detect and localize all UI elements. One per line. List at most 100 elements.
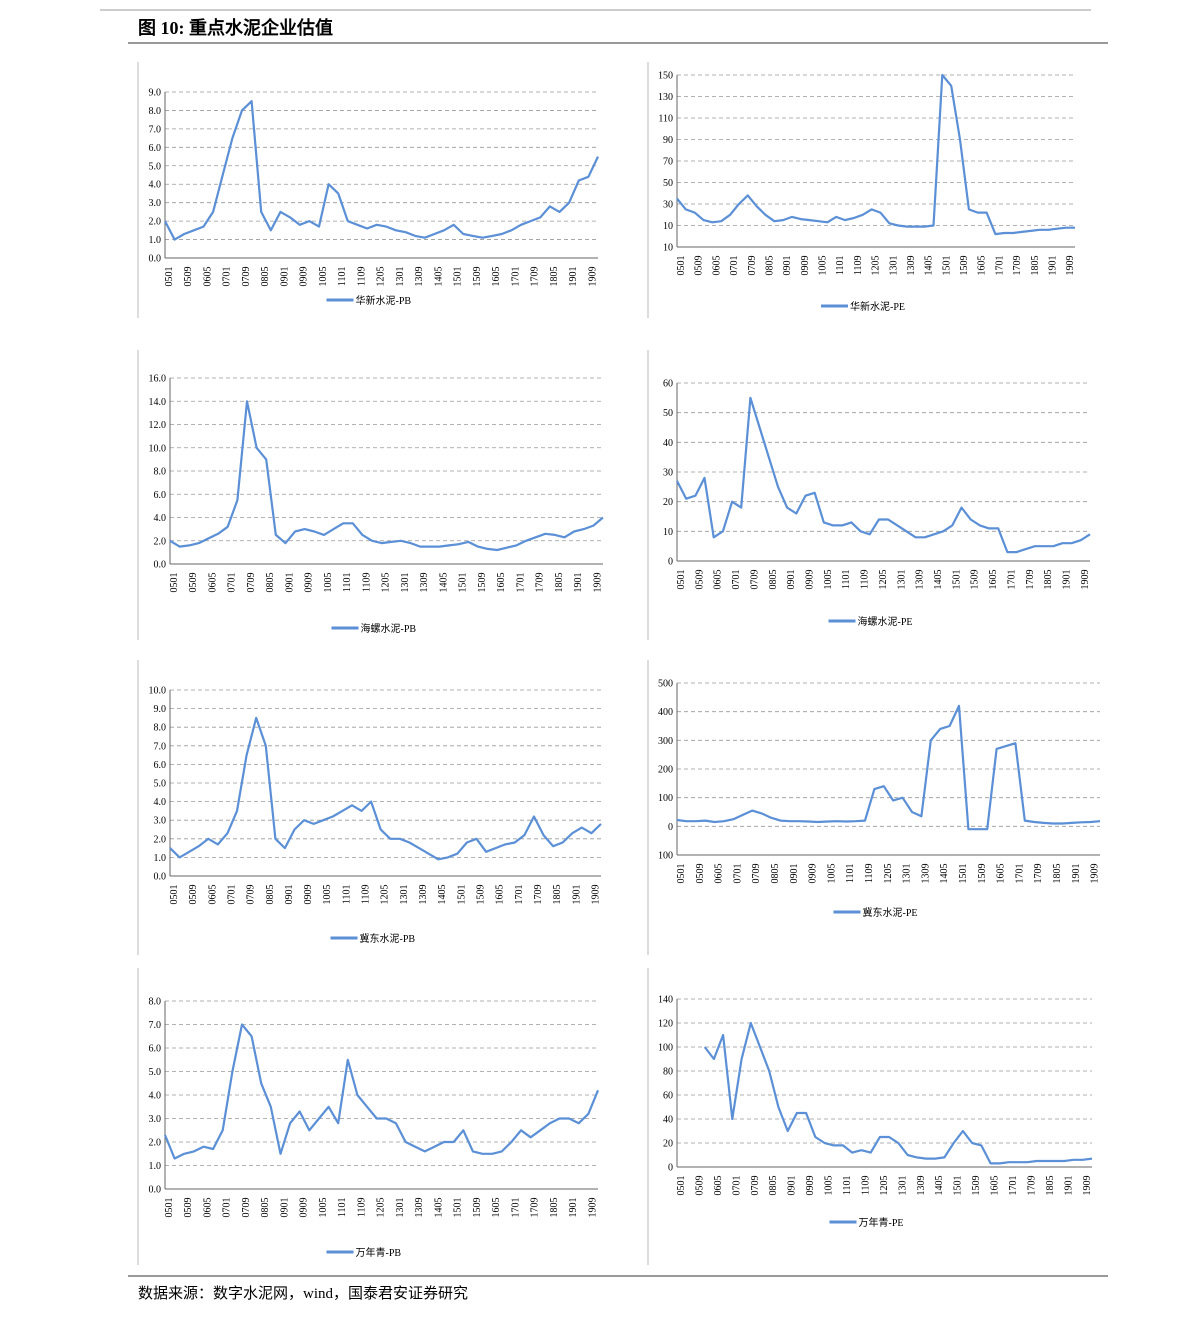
- x-tick-label: 0605: [713, 570, 724, 590]
- y-tick-label: 1.0: [149, 1161, 162, 1172]
- x-tick-label: 1101: [842, 1176, 853, 1196]
- y-tick-label: 8.0: [149, 997, 162, 1008]
- y-tick-label: 100: [658, 1043, 673, 1054]
- x-tick-label: 1405: [924, 256, 935, 276]
- x-tick-label: 1701: [994, 256, 1005, 276]
- line-chart: 0 20 40 60 80 100 120 140 0501 0509 0605 0701 0709 08…: [647, 968, 1093, 1265]
- x-tick-label: 1301: [902, 864, 913, 884]
- x-tick-label: 0509: [694, 1176, 705, 1196]
- x-tick-label: 0901: [782, 256, 793, 276]
- x-tick-label: 0709: [241, 1198, 252, 1218]
- x-tick-label: 1005: [823, 570, 834, 590]
- legend-label: 万年青-PB: [356, 1246, 402, 1259]
- x-tick-label: 0909: [805, 1176, 816, 1196]
- x-tick-label: 1909: [1080, 570, 1091, 590]
- line-chart: 0.0 1.0 2.0 3.0 4.0 5.0 6.0 7.0 8.0 0501 0509 0605 0…: [137, 968, 600, 1265]
- y-tick-label: 5.0: [149, 161, 162, 172]
- x-tick-label: 0605: [713, 1176, 724, 1196]
- y-tick-label: 8.0: [154, 723, 167, 734]
- legend-label: 海螺水泥-PE: [858, 615, 913, 628]
- x-tick-label: 0901: [284, 573, 295, 593]
- x-tick-label: 1709: [1033, 864, 1044, 884]
- y-tick-label: 10: [663, 527, 673, 538]
- line-chart: 0.0 1.0 2.0 3.0 4.0 5.0 6.0 7.0 8.0 9.0 10.0 0501 05…: [137, 660, 602, 955]
- y-tick-label: 2.0: [149, 217, 162, 228]
- x-tick-label: 1301: [897, 1176, 908, 1196]
- y-tick-label: 130: [658, 92, 673, 103]
- y-tick-label: 3.0: [149, 198, 162, 209]
- y-tick-label: 6.0: [154, 490, 167, 501]
- x-tick-label: 0901: [789, 864, 800, 884]
- x-tick-label: 1605: [996, 864, 1007, 884]
- y-tick-label: 20: [663, 497, 673, 508]
- x-tick-label: 0901: [279, 1198, 290, 1218]
- x-tick-label: 1309: [906, 256, 917, 276]
- line-chart: 0 10 20 30 40 50 60 0501 0509 0605 0701 0709 0805 090…: [647, 350, 1091, 640]
- x-tick-label: 0805: [764, 256, 775, 276]
- x-tick-label: 0509: [694, 570, 705, 590]
- x-tick-label: 1005: [318, 1198, 329, 1218]
- y-tick-label: 10.0: [149, 686, 167, 697]
- y-tick-label: 400: [658, 707, 673, 718]
- y-tick-label: 200: [658, 765, 673, 776]
- legend-label: 海螺水泥-PB: [361, 622, 417, 635]
- y-tick-label: 8.0: [154, 467, 167, 478]
- figure-title: 图 10: 重点水泥企业估值: [138, 17, 333, 38]
- x-tick-label: 0509: [695, 864, 706, 884]
- x-tick-label: 1805: [552, 885, 563, 905]
- x-tick-label: 1109: [361, 573, 372, 593]
- y-tick-label: 0: [668, 822, 673, 833]
- x-tick-label: 0709: [241, 267, 252, 287]
- x-tick-label: 1901: [571, 885, 582, 905]
- y-tick-label: 90: [663, 135, 673, 146]
- y-tick-label: 5.0: [154, 779, 167, 790]
- x-tick-label: 1501: [453, 1198, 464, 1218]
- x-tick-label: 1509: [971, 1176, 982, 1196]
- y-tick-label: 3.0: [154, 816, 167, 827]
- x-tick-label: 0509: [183, 1198, 194, 1218]
- x-tick-label: 0805: [265, 885, 276, 905]
- x-tick-label: 0501: [169, 885, 180, 905]
- x-tick-label: 1205: [381, 573, 392, 593]
- y-tick-label: 2.0: [154, 536, 167, 547]
- legend-label: 万年青-PE: [859, 1216, 904, 1229]
- x-tick-label: 1501: [941, 256, 952, 276]
- y-tick-label: 0.0: [154, 872, 167, 883]
- x-tick-label: 1101: [342, 573, 353, 593]
- y-tick-label: 12.0: [149, 420, 167, 431]
- x-tick-label: 0805: [770, 864, 781, 884]
- x-tick-label: 1709: [530, 267, 541, 287]
- x-tick-label: 0501: [676, 570, 687, 590]
- y-tick-label: 0.0: [149, 254, 162, 265]
- x-tick-label: 1909: [587, 267, 598, 287]
- x-tick-label: 1701: [514, 885, 525, 905]
- x-tick-label: 0805: [260, 1198, 271, 1218]
- x-tick-label: 1101: [337, 1198, 348, 1218]
- y-tick-label: 150: [658, 71, 673, 82]
- y-tick-label: 0: [668, 557, 673, 568]
- x-tick-label: 1909: [587, 1198, 598, 1218]
- x-tick-label: 1501: [953, 1176, 964, 1196]
- x-tick-label: 0701: [731, 570, 742, 590]
- x-tick-label: 1405: [438, 573, 449, 593]
- x-tick-label: 1005: [818, 256, 829, 276]
- x-tick-label: 1709: [533, 885, 544, 905]
- x-tick-label: 1509: [477, 573, 488, 593]
- x-tick-label: 0909: [304, 573, 315, 593]
- data-line: [676, 73, 1075, 236]
- x-tick-label: 0709: [747, 256, 758, 276]
- x-tick-label: 0805: [260, 267, 271, 287]
- source-note: 数据来源：数字水泥网，wind，国泰君安证券研究: [138, 1285, 468, 1302]
- x-tick-label: 1301: [395, 267, 406, 287]
- x-tick-label: 1901: [568, 1198, 579, 1218]
- y-tick-label: 10.0: [149, 443, 167, 454]
- x-tick-label: 1701: [510, 1198, 521, 1218]
- y-tick-label: 9.0: [154, 704, 167, 715]
- data-line: [703, 1021, 1093, 1165]
- x-tick-label: 1405: [933, 570, 944, 590]
- data-line: [169, 716, 602, 861]
- x-tick-label: 1509: [472, 267, 483, 287]
- x-tick-label: 1805: [549, 267, 560, 287]
